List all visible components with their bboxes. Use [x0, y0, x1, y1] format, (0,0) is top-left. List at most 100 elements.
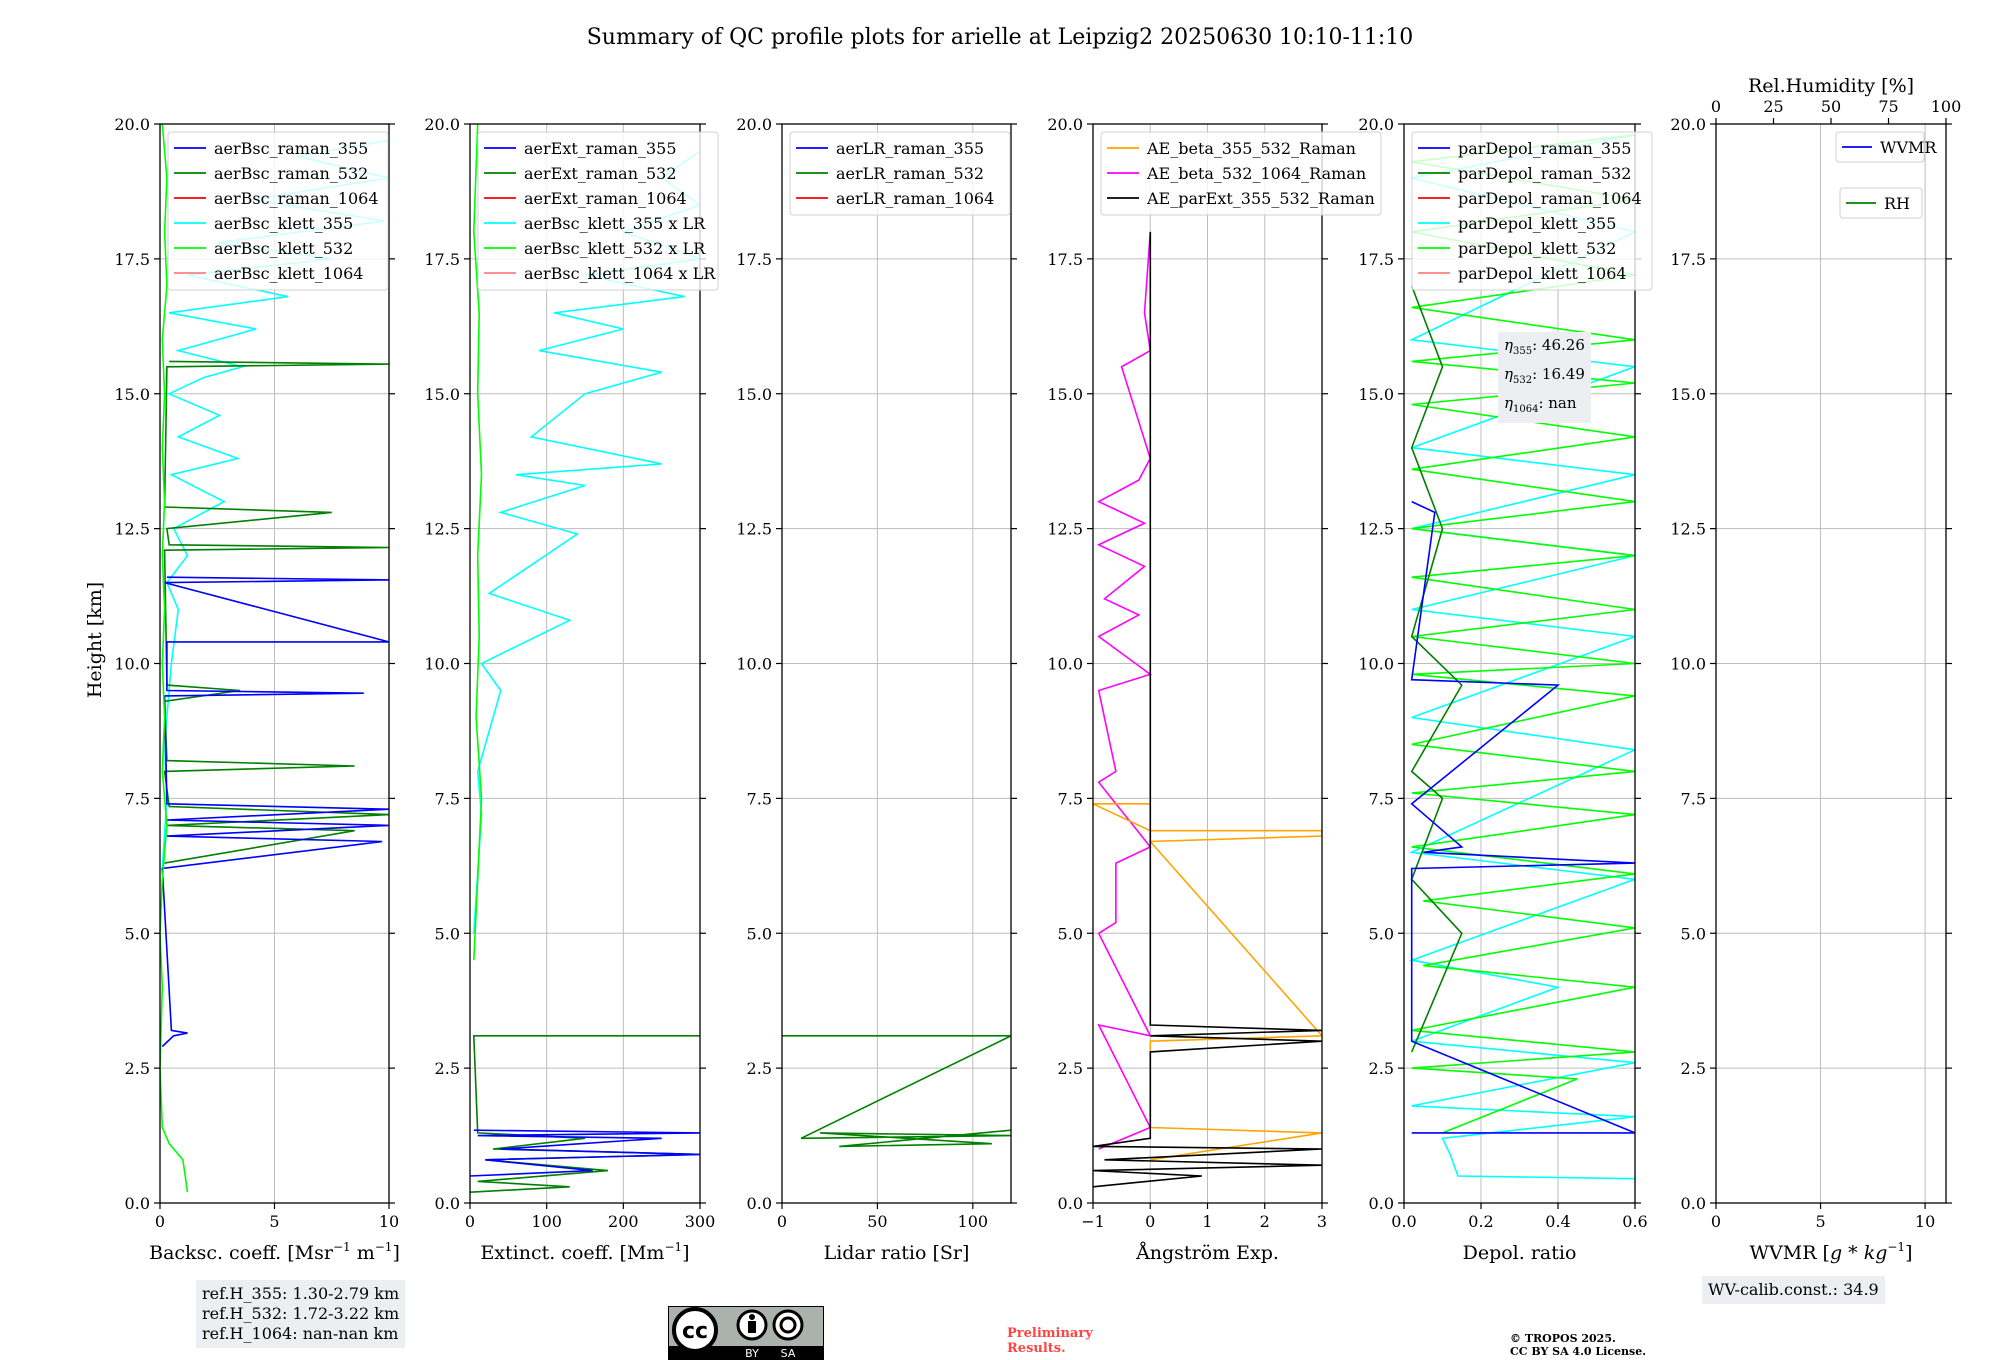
y-tick-label: 20.0: [1047, 115, 1083, 134]
x-tick-label: 2: [1260, 1212, 1270, 1231]
x-axis-label: Extinct. coeff. [Mm−1]: [480, 1240, 689, 1264]
x-tick-label: 300: [685, 1212, 716, 1231]
y-tick-label: 5.0: [1058, 924, 1083, 943]
legend-label: parDepol_klett_532: [1458, 239, 1616, 258]
plot-frame: [469, 123, 701, 1204]
ref-height-532: ref.H_532: 1.72-3.22 km: [202, 1304, 400, 1323]
series-AE_beta_532_1064_Raman: [1096, 231, 1153, 1150]
y-tick-label: 12.5: [736, 520, 772, 539]
x-tick-label: 1: [1202, 1212, 1212, 1231]
legend-item-RH: RH: [1839, 187, 1923, 219]
legend-label: aerLR_raman_1064: [836, 189, 994, 208]
x-tick-label: 10: [1915, 1212, 1935, 1231]
panel-lr: 0.0 2.5 5.0 7.5 10.0 12.5 15.0 17.5 20.0 0 50 100 Li…: [736, 115, 1017, 1264]
y-tick-label: 10.0: [114, 655, 150, 674]
y-tick-label: 7.5: [125, 789, 150, 808]
plot-frame: [781, 123, 1012, 1204]
legend-label: parDepol_raman_532: [1458, 164, 1631, 183]
top-x-tick-label: 0: [1711, 97, 1721, 116]
y-tick-label: 12.5: [424, 520, 460, 539]
y-tick-label: 2.5: [435, 1059, 460, 1078]
x-tick-label: 0: [465, 1212, 475, 1231]
top-x-tick-label: 100: [1931, 97, 1962, 116]
y-tick-label: 12.5: [1047, 520, 1083, 539]
eta-532: η532: 16.49: [1504, 365, 1585, 386]
panel-depol: 0.0 2.5 5.0 7.5 10.0 12.5 15.0 17.5 20.0 0.0 0.2 0.…: [1358, 115, 1653, 1264]
x-tick-label: 10: [379, 1212, 399, 1231]
y-tick-label: 20.0: [736, 115, 772, 134]
top-x-tick-label: 25: [1763, 97, 1783, 116]
y-tick-label: 17.5: [1047, 250, 1083, 269]
y-tick-label: 10.0: [1358, 655, 1394, 674]
plot-frame: [159, 123, 390, 1204]
series-aerBsc_raman_532: [163, 360, 389, 864]
y-tick-label: 2.5: [1058, 1059, 1083, 1078]
legend-label: aerExt_raman_355: [524, 139, 677, 158]
series-parDepol_klett_532: [1411, 134, 1635, 1134]
x-axis-label: Depol. ratio: [1463, 1242, 1577, 1264]
x-tick-label: 5: [1815, 1212, 1825, 1231]
legend-label: aerBsc_klett_532: [214, 239, 353, 258]
x-axis-label: WVMR [g * kg−1]: [1749, 1240, 1912, 1264]
series-aerBsc_klett_532: [160, 124, 189, 1193]
series-AE_parExt_355_532_Raman: [1093, 231, 1322, 1188]
x-tick-label: 5: [269, 1212, 279, 1231]
y-tick-label: 17.5: [114, 250, 150, 269]
legend-label: aerBsc_klett_355 x LR: [524, 214, 706, 233]
series-aerBsc_raman_355: [161, 576, 389, 1048]
y-tick-label: 5.0: [747, 924, 772, 943]
x-tick-label: 0: [1711, 1212, 1721, 1231]
x-tick-label: 0.4: [1545, 1212, 1570, 1231]
cc-logo-text: cc: [682, 1319, 708, 1344]
y-tick-label: 20.0: [424, 115, 460, 134]
x-tick-label: 0: [155, 1212, 165, 1231]
legend-label: aerBsc_raman_532: [214, 164, 368, 183]
y-tick-label: 12.5: [1670, 520, 1706, 539]
y-tick-label: 17.5: [1670, 250, 1706, 269]
cc-by-sa-badge: cc BY SA: [668, 1306, 824, 1360]
preliminary-results-note: Preliminary Results.: [1007, 1326, 1093, 1356]
y-tick-label: 0.0: [125, 1194, 150, 1213]
x-tick-label: 0: [1145, 1212, 1155, 1231]
y-tick-label: 0.0: [1058, 1194, 1083, 1213]
x-axis-label: Lidar ratio [Sr]: [824, 1242, 970, 1264]
y-tick-label: 10.0: [736, 655, 772, 674]
x-tick-label: 0: [777, 1212, 787, 1231]
panel-bsc: 0.0 2.5 5.0 7.5 10.0 12.5 15.0 17.5 20.0 0 5 10 Back…: [114, 115, 399, 1264]
x-tick-label: 200: [608, 1212, 639, 1231]
y-tick-label: 5.0: [1681, 924, 1706, 943]
legend-label: aerLR_raman_532: [836, 164, 984, 183]
y-tick-label: 5.0: [1369, 924, 1394, 943]
y-tick-label: 0.0: [1369, 1194, 1394, 1213]
legend-bsc: aerBsc_raman_355 aerBsc_raman_532 aerBsc_r…: [167, 131, 389, 291]
x-axis-label: Backsc. coeff. [Msr−1 m−1]: [149, 1240, 400, 1264]
sa-icon: [772, 1309, 804, 1341]
legend-label: AE_beta_532_1064_Raman: [1146, 164, 1366, 183]
eta-1064: η1064: nan: [1504, 394, 1577, 415]
copyright-note: © TROPOS 2025. CC BY SA 4.0 License.: [1510, 1332, 1647, 1358]
y-tick-label: 17.5: [424, 250, 460, 269]
y-tick-label: 2.5: [1369, 1059, 1394, 1078]
y-tick-label: 20.0: [114, 115, 150, 134]
legend-lr: aerLR_raman_355 aerLR_raman_532 aerLR_rama…: [789, 131, 1011, 216]
top-x-axis-label: Rel.Humidity [%]: [1748, 75, 1914, 97]
y-tick-label: 15.0: [1047, 385, 1083, 404]
y-tick-label: 10.0: [1047, 655, 1083, 674]
legend-label: aerBsc_raman_355: [214, 139, 368, 158]
ref-height-box: ref.H_355: 1.30-2.79 km ref.H_532: 1.72-…: [196, 1280, 406, 1348]
legend-depol: parDepol_raman_355 parDepol_raman_532 parD…: [1411, 131, 1653, 291]
series-aerExt_raman_355: [470, 1129, 700, 1177]
y-tick-label: 17.5: [1358, 250, 1394, 269]
legend-label: aerBsc_klett_532 x LR: [524, 239, 706, 258]
legend-label: AE_beta_355_532_Raman: [1146, 139, 1356, 158]
x-tick-label: 50: [867, 1212, 887, 1231]
y-tick-label: 0.0: [1681, 1194, 1706, 1213]
legend-label: aerExt_raman_532: [524, 164, 677, 183]
y-tick-label: 7.5: [1058, 789, 1083, 808]
y-tick-label: 20.0: [1358, 115, 1394, 134]
y-tick-label: 5.0: [435, 924, 460, 943]
legend-label: aerLR_raman_355: [836, 139, 984, 158]
series-aerBsc_klett_532 x LR: [472, 124, 483, 961]
legend-label: aerBsc_klett_1064 x LR: [524, 264, 716, 283]
